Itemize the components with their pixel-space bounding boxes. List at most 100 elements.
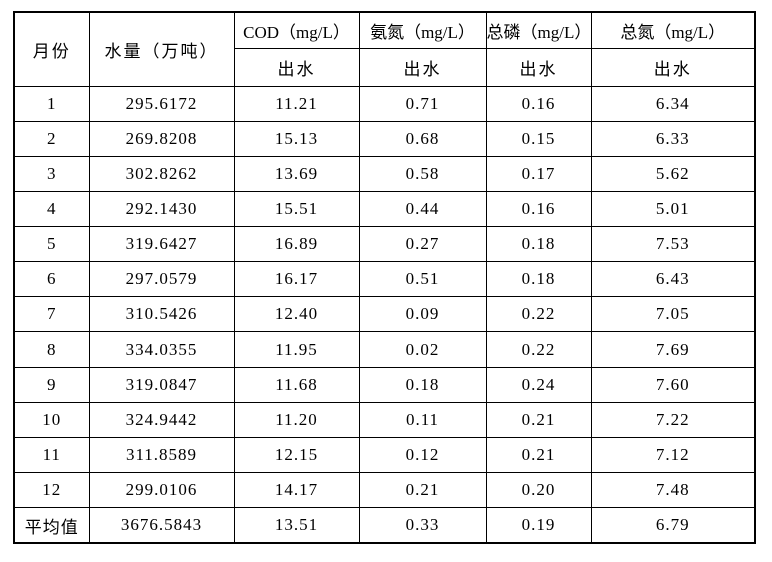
value-cell: 15.51 (233, 190, 360, 228)
value-cell: 6.34 (590, 85, 756, 122)
value-cell: 0.15 (485, 120, 592, 157)
table-row: 5 319.6427 16.89 0.27 0.18 7.53 (13, 226, 756, 263)
value-cell: 5.62 (590, 155, 756, 192)
value-cell: 6.43 (590, 261, 756, 298)
value-cell: 3676.5843 (88, 507, 235, 544)
value-cell: 7.22 (590, 401, 756, 438)
value-cell: 16.17 (233, 261, 360, 298)
value-cell: 295.6172 (88, 85, 235, 122)
value-cell: 299.0106 (88, 472, 235, 509)
table-row: 11 311.8589 12.15 0.12 0.21 7.12 (13, 436, 756, 474)
table-row: 12 299.0106 14.17 0.21 0.20 7.48 (13, 472, 756, 509)
table-row: 9 319.0847 11.68 0.18 0.24 7.60 (13, 366, 756, 403)
value-cell: 7.69 (590, 331, 756, 368)
value-cell: 302.8262 (88, 155, 235, 192)
header-month: 月份 (13, 11, 90, 87)
month-cell: 10 (13, 401, 90, 438)
table-row: 6 297.0579 16.17 0.51 0.18 6.43 (13, 261, 756, 298)
value-cell: 0.68 (358, 120, 487, 157)
table-header: 月份 水量（万吨） COD（mg/L） 氨氮（mg/L） 总磷（mg/L） 总氮… (13, 11, 756, 87)
value-cell: 0.11 (358, 401, 487, 438)
value-cell: 11.68 (233, 366, 360, 403)
header-ammonia-nitrogen: 氨氮（mg/L） (358, 11, 487, 49)
value-cell: 0.21 (358, 472, 487, 509)
value-cell: 0.19 (485, 507, 592, 544)
value-cell: 16.89 (233, 226, 360, 263)
value-cell: 334.0355 (88, 331, 235, 368)
month-cell: 2 (13, 120, 90, 157)
month-cell: 9 (13, 366, 90, 403)
value-cell: 0.51 (358, 261, 487, 298)
header-effluent-ammonia: 出水 (358, 47, 487, 87)
month-cell: 8 (13, 331, 90, 368)
value-cell: 13.69 (233, 155, 360, 192)
value-cell: 13.51 (233, 507, 360, 544)
table-row: 1 295.6172 11.21 0.71 0.16 6.34 (13, 85, 756, 122)
table-row: 8 334.0355 11.95 0.02 0.22 7.69 (13, 331, 756, 368)
header-effluent-nitrogen: 出水 (590, 47, 756, 87)
value-cell: 0.18 (485, 261, 592, 298)
month-cell: 7 (13, 296, 90, 333)
month-cell: 11 (13, 436, 90, 474)
value-cell: 12.40 (233, 296, 360, 333)
value-cell: 0.21 (485, 401, 592, 438)
table-row: 2 269.8208 15.13 0.68 0.15 6.33 (13, 120, 756, 157)
month-cell: 3 (13, 155, 90, 192)
month-cell: 平均值 (13, 507, 90, 544)
header-effluent-cod: 出水 (233, 47, 360, 87)
value-cell: 0.17 (485, 155, 592, 192)
value-cell: 0.12 (358, 436, 487, 474)
value-cell: 0.20 (485, 472, 592, 509)
value-cell: 0.18 (485, 226, 592, 263)
header-effluent-phosphorus: 出水 (485, 47, 592, 87)
value-cell: 0.21 (485, 436, 592, 474)
water-quality-table-container: 月份 水量（万吨） COD（mg/L） 氨氮（mg/L） 总磷（mg/L） 总氮… (13, 11, 756, 544)
table-body: 1 295.6172 11.21 0.71 0.16 6.34 2 269.8208 15.13… (13, 85, 756, 544)
month-cell: 1 (13, 85, 90, 122)
value-cell: 0.22 (485, 296, 592, 333)
value-cell: 0.18 (358, 366, 487, 403)
value-cell: 319.0847 (88, 366, 235, 403)
value-cell: 0.33 (358, 507, 487, 544)
value-cell: 297.0579 (88, 261, 235, 298)
value-cell: 0.02 (358, 331, 487, 368)
header-row-top: 月份 水量（万吨） COD（mg/L） 氨氮（mg/L） 总磷（mg/L） 总氮… (13, 11, 756, 87)
value-cell: 7.60 (590, 366, 756, 403)
value-cell: 0.16 (485, 85, 592, 122)
value-cell: 324.9442 (88, 401, 235, 438)
table-row: 7 310.5426 12.40 0.09 0.22 7.05 (13, 296, 756, 333)
value-cell: 11.21 (233, 85, 360, 122)
value-cell: 269.8208 (88, 120, 235, 157)
header-total-nitrogen: 总氮（mg/L） (590, 11, 756, 49)
value-cell: 14.17 (233, 472, 360, 509)
value-cell: 7.53 (590, 226, 756, 263)
value-cell: 0.44 (358, 190, 487, 228)
month-cell: 6 (13, 261, 90, 298)
value-cell: 7.48 (590, 472, 756, 509)
month-cell: 12 (13, 472, 90, 509)
value-cell: 11.20 (233, 401, 360, 438)
value-cell: 12.15 (233, 436, 360, 474)
value-cell: 15.13 (233, 120, 360, 157)
value-cell: 6.33 (590, 120, 756, 157)
value-cell: 0.27 (358, 226, 487, 263)
value-cell: 310.5426 (88, 296, 235, 333)
value-cell: 319.6427 (88, 226, 235, 263)
value-cell: 0.58 (358, 155, 487, 192)
table-row: 3 302.8262 13.69 0.58 0.17 5.62 (13, 155, 756, 192)
value-cell: 0.16 (485, 190, 592, 228)
header-water-volume: 水量（万吨） (88, 11, 235, 87)
value-cell: 11.95 (233, 331, 360, 368)
value-cell: 6.79 (590, 507, 756, 544)
month-cell: 5 (13, 226, 90, 263)
value-cell: 5.01 (590, 190, 756, 228)
value-cell: 0.09 (358, 296, 487, 333)
month-cell: 4 (13, 190, 90, 228)
value-cell: 0.24 (485, 366, 592, 403)
value-cell: 311.8589 (88, 436, 235, 474)
table-row: 4 292.1430 15.51 0.44 0.16 5.01 (13, 190, 756, 228)
value-cell: 292.1430 (88, 190, 235, 228)
value-cell: 7.05 (590, 296, 756, 333)
header-total-phosphorus: 总磷（mg/L） (485, 11, 592, 49)
value-cell: 0.22 (485, 331, 592, 368)
